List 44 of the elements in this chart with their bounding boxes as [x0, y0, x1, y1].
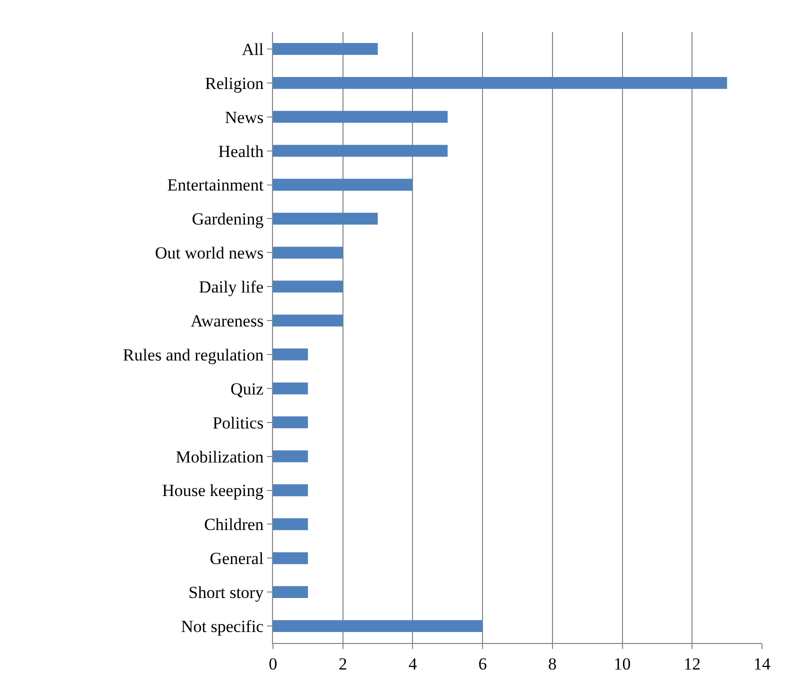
bar	[273, 484, 308, 496]
x-tick-label: 4	[408, 654, 418, 674]
x-tick-label: 8	[548, 654, 557, 674]
y-tick-label: Quiz	[230, 379, 264, 398]
bar	[273, 620, 483, 632]
x-tick-label: 12	[684, 654, 701, 674]
y-tick-label: Health	[218, 142, 264, 161]
bar	[273, 246, 343, 259]
x-tick-label: 6	[478, 654, 487, 674]
bar	[273, 280, 343, 293]
bar	[273, 518, 308, 530]
bar	[273, 586, 308, 598]
y-tick-label: Awareness	[190, 311, 264, 330]
y-tick-label: Daily life	[198, 278, 264, 297]
bar	[273, 212, 378, 225]
y-tick-label: Children	[204, 515, 264, 534]
y-tick-label: Entertainment	[167, 176, 264, 195]
y-tick-label: Not specific	[180, 616, 264, 636]
y-tick-label: Short story	[188, 583, 264, 602]
y-tick-label: Out world news	[154, 244, 264, 263]
y-tick-label: Religion	[205, 74, 264, 93]
bar	[273, 110, 448, 123]
bar	[273, 416, 308, 428]
bar	[273, 552, 308, 564]
x-tick-label: 14	[754, 654, 771, 674]
x-tick-label: 10	[614, 654, 631, 674]
bar	[273, 450, 308, 462]
bar	[273, 348, 308, 360]
bar	[273, 314, 343, 326]
y-tick-label: Gardening	[192, 210, 264, 229]
bar	[273, 43, 378, 55]
y-tick-label: Politics	[212, 413, 264, 432]
y-tick-label: Rules and regulation	[122, 345, 264, 364]
y-tick-label: House keeping	[162, 481, 264, 500]
bar	[273, 178, 413, 191]
bar	[273, 144, 448, 157]
x-tick-label: 0	[268, 654, 278, 674]
bar	[273, 76, 728, 89]
y-tick-label: News	[224, 108, 264, 127]
x-tick-label: 2	[338, 654, 348, 674]
y-tick-label: All	[242, 40, 264, 59]
y-tick-label: Mobilization	[176, 447, 264, 466]
y-tick-label: General	[210, 549, 264, 568]
bar	[273, 382, 308, 394]
